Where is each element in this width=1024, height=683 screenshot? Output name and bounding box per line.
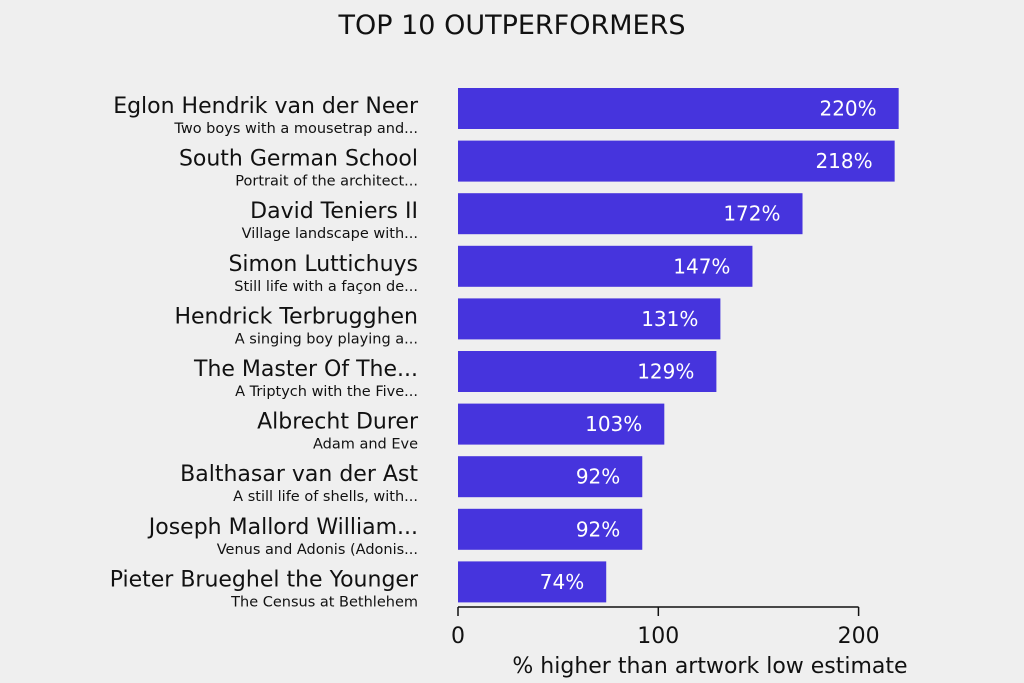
artist-label: Albrecht Durer — [257, 410, 419, 435]
artist-label: Balthasar van der Ast — [180, 462, 418, 487]
bar — [458, 351, 717, 392]
artwork-label: Still life with a façon de... — [234, 279, 418, 295]
x-axis: 0 100 200 — [451, 606, 880, 649]
artist-label: Joseph Mallord William... — [147, 515, 418, 540]
bar — [458, 193, 803, 235]
chart-title: TOP 10 OUTPERFORMERS — [338, 10, 686, 41]
artist-label: David Teniers II — [250, 199, 418, 224]
bar — [458, 140, 895, 182]
bar-value-label: 103% — [585, 412, 642, 436]
bar-value-label: 147% — [673, 254, 730, 278]
bar-value-label: 129% — [637, 360, 694, 384]
x-tick-label: 0 — [451, 624, 465, 649]
artwork-label: Village landscape with... — [242, 226, 418, 242]
bar — [458, 298, 721, 340]
x-axis-title: % higher than artwork low estimate — [512, 654, 907, 679]
bar — [458, 88, 899, 129]
artwork-label: The Census at Bethlehem — [230, 594, 418, 610]
bar — [458, 403, 665, 445]
bar-value-label: 220% — [819, 97, 876, 121]
bar-value-label: 92% — [576, 517, 620, 541]
artwork-label: Two boys with a mousetrap and... — [173, 121, 418, 137]
artist-label: South German School — [179, 147, 418, 172]
bar-value-label: 218% — [815, 149, 872, 173]
artist-label: The Master Of The... — [193, 357, 418, 382]
artwork-label: A singing boy playing a... — [235, 331, 418, 347]
artwork-label: Adam and Eve — [313, 437, 418, 453]
bar-value-label: 92% — [576, 465, 620, 489]
bar-value-label: 74% — [540, 570, 584, 594]
x-tick-label: 100 — [637, 624, 679, 649]
x-tick-label: 200 — [838, 624, 880, 649]
artist-label: Eglon Hendrik van der Neer — [113, 94, 419, 119]
bar — [458, 456, 643, 498]
artwork-label: A Triptych with the Five... — [235, 384, 418, 400]
bar-value-label: 172% — [723, 202, 780, 226]
bar — [458, 508, 643, 550]
bar — [458, 561, 607, 603]
artist-label: Hendrick Terbrugghen — [174, 304, 418, 329]
artist-label: Simon Luttichuys — [228, 252, 418, 277]
artwork-label: A still life of shells, with... — [233, 489, 418, 505]
artwork-label: Portrait of the architect... — [235, 174, 418, 190]
bar-value-label: 131% — [641, 307, 698, 331]
bars-layer: 220% Eglon Hendrik van der Neer Two boys w… — [110, 88, 899, 610]
bar — [458, 245, 753, 287]
artist-label: Pieter Brueghel the Younger — [110, 567, 419, 592]
artwork-label: Venus and Adonis (Adonis... — [217, 542, 418, 558]
